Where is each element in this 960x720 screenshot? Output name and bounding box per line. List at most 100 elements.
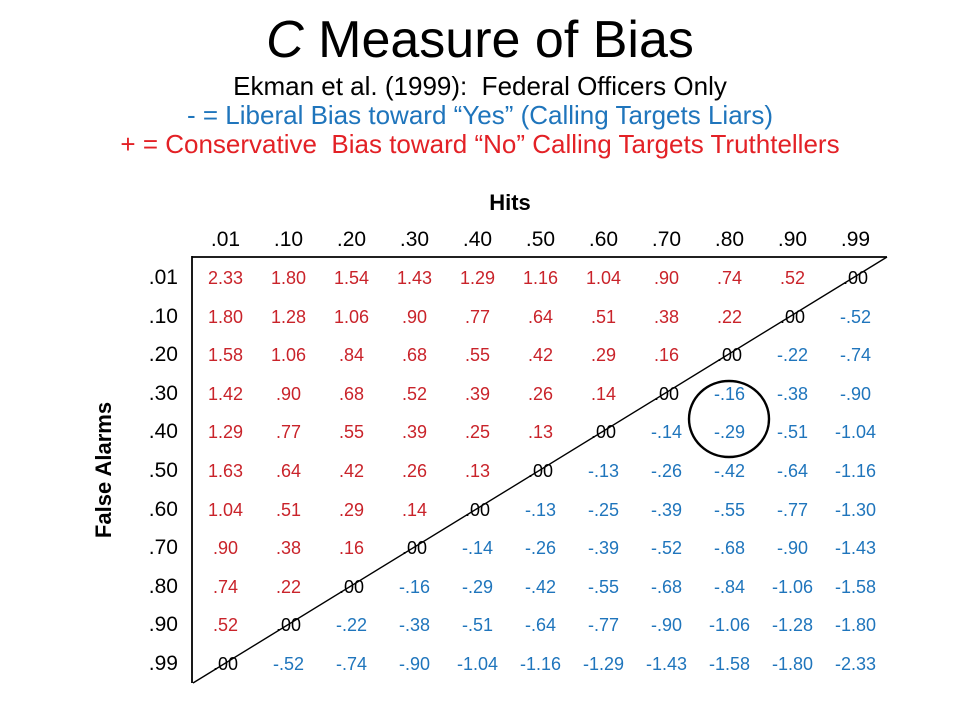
row-label: .99: [148, 651, 178, 675]
row-label: .70: [148, 536, 178, 560]
table-cell: 1.63: [207, 460, 244, 481]
table-cell: -.16: [398, 576, 431, 597]
table-cell: .38: [653, 306, 680, 327]
table-cell: 1.29: [207, 422, 244, 443]
x-axis-label-hits: Hits: [489, 190, 531, 215]
table-cell: .38: [275, 538, 302, 559]
table-cell: -1.30: [834, 499, 877, 520]
table-cell: 1.29: [459, 268, 496, 288]
table-cell: .90: [401, 306, 428, 327]
column-header: .30: [399, 228, 430, 251]
table-cell: .22: [716, 306, 743, 327]
table-cell: .77: [275, 422, 302, 443]
table-cell: -.74: [839, 345, 872, 366]
table-cell: -1.04: [456, 653, 499, 674]
table-cell: 1.16: [522, 268, 559, 288]
table-cell: -1.04: [834, 422, 877, 443]
table-cell: -.90: [776, 538, 809, 559]
table-cell: -1.58: [834, 576, 877, 597]
table-cell: -.64: [776, 460, 809, 481]
table-cell: -.26: [524, 538, 557, 559]
table-cell: -.55: [587, 576, 620, 597]
table-cell: -.39: [587, 538, 620, 559]
table-cell: .90: [275, 383, 302, 404]
table-cell: .29: [590, 345, 617, 366]
title-text: Measure of Bias: [303, 11, 694, 69]
table-cell: .26: [527, 383, 554, 404]
column-header: .01: [210, 228, 241, 251]
table-cell: -1.80: [771, 653, 814, 674]
table-cell: 2.33: [207, 268, 244, 288]
table-cell: -.22: [776, 345, 809, 366]
table-cell: -1.43: [645, 653, 688, 674]
table-cell: .16: [653, 345, 680, 366]
table-cell: .22: [275, 576, 302, 597]
table-cell: 1.04: [207, 499, 244, 520]
table-cell: .74: [212, 576, 239, 597]
table-cell: .00: [779, 306, 806, 327]
legend-liberal-bias: - = Liberal Bias toward “Yes” (Calling T…: [187, 100, 773, 130]
table-cell: .90: [212, 538, 239, 559]
table-cell: -.13: [587, 460, 620, 481]
table-cell: -.55: [713, 499, 746, 520]
table-cell: -2.33: [834, 653, 877, 674]
table-cell: .00: [590, 422, 617, 443]
table-cell: -.77: [776, 499, 809, 520]
table-cell: 1.80: [207, 306, 244, 327]
table-cell: .00: [212, 653, 239, 674]
table-cell: -.22: [335, 615, 368, 636]
table-cell: .84: [338, 345, 365, 366]
legend-conservative-bias: + = Conservative Bias toward “No” Callin…: [120, 129, 840, 159]
subtitle: Ekman et al. (1999): Federal Officers On…: [233, 71, 727, 101]
column-header: .20: [336, 228, 367, 251]
table-cell: .26: [401, 460, 428, 481]
table-cell: -.26: [650, 460, 683, 481]
y-axis-label-false-alarms: False Alarms: [91, 401, 116, 539]
table-cell: .68: [338, 383, 365, 404]
table-cell: -.84: [713, 576, 746, 597]
column-header: .60: [588, 228, 619, 251]
row-label: .10: [148, 304, 178, 328]
table-cell: -.52: [839, 306, 872, 327]
table-cell: -.38: [776, 383, 809, 404]
table-cell: -.14: [461, 538, 494, 559]
table-cell: 1.42: [207, 383, 244, 404]
table-cell: -1.16: [834, 460, 877, 481]
row-label: .90: [148, 613, 178, 637]
table-cell: -.51: [776, 422, 809, 443]
table-cell: .64: [275, 460, 302, 481]
table-cell: -1.28: [771, 615, 814, 636]
table-cell: -.14: [650, 422, 683, 443]
table-cell: .13: [527, 422, 554, 443]
column-header: .80: [714, 228, 745, 251]
table-cell: .90: [653, 268, 680, 288]
table-cell: -.90: [839, 383, 872, 404]
table-cell: .77: [464, 306, 491, 327]
table-cell: 1.58: [207, 345, 244, 366]
table-cell: .00: [527, 460, 554, 481]
table-cell: 1.06: [270, 345, 307, 366]
table-cell: -.39: [650, 499, 683, 520]
column-header: .99: [840, 228, 871, 251]
row-label: .80: [148, 574, 178, 598]
table-cell: -.29: [461, 576, 494, 597]
row-label: .60: [148, 497, 178, 521]
table-cell: .25: [464, 422, 491, 443]
table-cell: -.52: [650, 538, 683, 559]
table-cell: .00: [653, 383, 680, 404]
table-cell: -.29: [713, 422, 746, 443]
table-cell: -1.06: [771, 576, 814, 597]
table-cell: .68: [401, 345, 428, 366]
table-cell: -1.58: [708, 653, 751, 674]
table-cell: .00: [716, 345, 743, 366]
table-cell: 1.04: [585, 268, 622, 288]
table-cell: -.90: [650, 615, 683, 636]
table-cell: .52: [779, 268, 806, 288]
table-cell: 1.43: [396, 268, 433, 288]
column-headers: .01 .10 .20 .30 .40 .50 .60 .70 .80 .90 .99: [194, 228, 887, 252]
table-cell: .00: [275, 615, 302, 636]
table-cell: .39: [464, 383, 491, 404]
table-cell: 1.80: [270, 268, 307, 288]
row-labels: .01 .10 .20 .30 .40 .50 .60 .70 .80 .90 .99: [130, 259, 178, 684]
